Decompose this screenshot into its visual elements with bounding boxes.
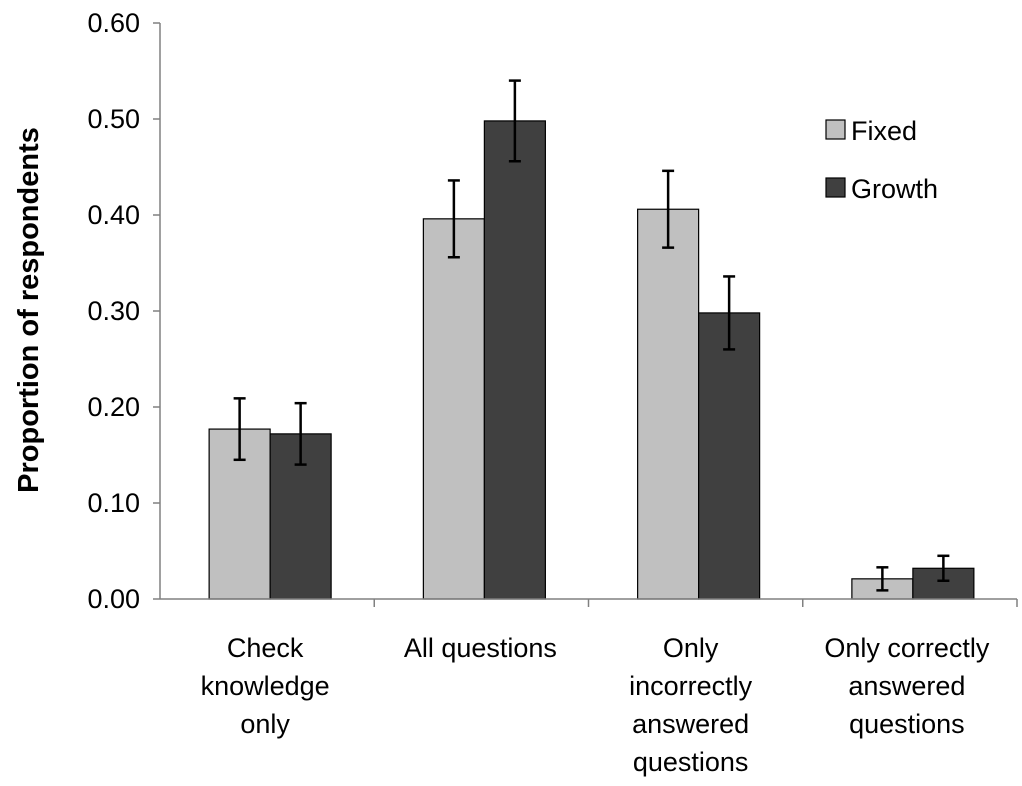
y-tick-label: 0.10 [87,488,140,518]
legend-label-growth: Growth [851,174,938,204]
x-category-label: questions [633,747,749,777]
x-category-label: answered [632,709,749,739]
y-tick-label: 0.00 [87,584,140,614]
bar-fixed [422,218,485,600]
y-tick-label: 0.30 [87,296,140,326]
x-category-label: Only [663,633,719,663]
x-category-label: questions [849,709,965,739]
x-category-label: Check [227,633,304,663]
legend-label-fixed: Fixed [851,116,917,146]
y-tick-label: 0.20 [87,392,140,422]
x-category-label: Only correctly [824,633,990,663]
y-axis-ticks: 0.00 0.10 0.20 0.30 0.40 0.50 0.60 [87,8,161,614]
legend: Fixed Growth [825,116,938,204]
legend-swatch-fixed [825,119,846,140]
y-tick-label: 0.40 [87,200,140,230]
y-tick-label: 0.60 [87,8,140,38]
x-category-label: All questions [404,633,557,663]
x-axis [160,598,1018,607]
bar-growth [698,312,761,600]
x-category-label: only [240,709,290,739]
category-labels: Check knowledge only All questions Only incor… [201,633,990,777]
y-tick-label: 0.50 [87,104,140,134]
x-category-label: knowledge [201,671,330,701]
bar-fixed [637,208,700,600]
x-category-label: answered [848,671,965,701]
x-category-label: incorrectly [629,671,753,701]
y-axis-title: Proportion of respondents [13,127,45,493]
bars [208,79,975,600]
legend-swatch-growth [825,177,846,198]
bar-growth [483,120,546,600]
